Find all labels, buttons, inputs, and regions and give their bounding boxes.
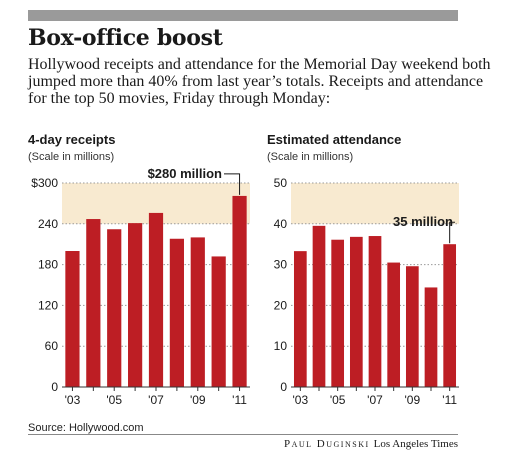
receipts-bar-2005 [107, 229, 122, 387]
attendance-chart-title: Estimated attendance [267, 132, 402, 147]
receipts-bar-2008 [169, 238, 184, 387]
attendance-bar-2008 [387, 262, 401, 387]
source-note: Source: Hollywood.com [28, 422, 144, 434]
credit-org: Los Angeles Times [373, 438, 458, 450]
attendance-chart-unit: (Scale in millions) [267, 151, 354, 163]
headline: Box-office boost [28, 25, 223, 51]
attendance-bar-2003 [293, 251, 307, 387]
receipts-x-tick-label: '05 [106, 393, 122, 407]
attendance-y-tick-label: 30 [274, 258, 288, 272]
attendance-bar-2011 [443, 244, 457, 387]
attendance-chart: 0 10 20 30 40 50 '03 '05 '07 '09 '11 35 million [274, 176, 459, 407]
receipts-x-tick-label: '09 [190, 393, 206, 407]
attendance-bar-2005 [331, 239, 345, 387]
attendance-x-tick-label: '11 [442, 393, 457, 407]
receipts-annotation-leader [224, 173, 241, 195]
intro-text: Hollywood receipts and attendance for th… [28, 56, 491, 107]
receipts-y-tick-label: $300 [31, 176, 58, 190]
attendance-bar-2007 [368, 236, 382, 387]
attendance-annotation-leader [449, 221, 455, 244]
receipts-chart-unit: (Scale in millions) [28, 151, 115, 163]
attendance-x-tick-label: '03 [293, 393, 309, 407]
receipts-x-tick-label: '07 [148, 393, 164, 407]
attendance-y-tick-label: 20 [274, 298, 288, 312]
receipts-bar-2007 [148, 212, 164, 387]
receipts-annotation-label: $280 million [148, 166, 222, 181]
receipts-bar-2009 [190, 237, 205, 387]
footer-rule [28, 434, 458, 435]
receipts-bar-2004 [86, 219, 101, 387]
receipts-bar-2006 [128, 223, 143, 387]
top-rule [28, 10, 458, 21]
receipts-y-tick-label: 180 [38, 258, 58, 272]
receipts-chart-title: 4-day receipts [28, 132, 116, 147]
receipts-x-tick-label: '03 [65, 393, 81, 407]
attendance-x-tick-label: '09 [405, 393, 421, 407]
attendance-y-tick-label: 50 [274, 176, 288, 190]
attendance-highlight-band [291, 183, 459, 224]
credit-line: Paul Duginski Los Angeles Times [284, 438, 458, 450]
receipts-bar-2010 [211, 256, 226, 387]
attendance-bar-2010 [424, 287, 438, 387]
receipts-chart: 0 60 120 180 240 $300 '03 '05 '07 '09 '11 $280 mill… [31, 166, 250, 407]
attendance-y-tick-label: 40 [274, 217, 288, 231]
receipts-y-tick-label: 60 [45, 339, 59, 353]
attendance-bar-2009 [405, 266, 419, 387]
attendance-x-tick-label: '07 [367, 393, 383, 407]
attendance-y-tick-label: 0 [280, 380, 287, 394]
attendance-bar-2004 [312, 225, 326, 387]
attendance-bar-2006 [349, 236, 363, 387]
receipts-x-tick-label: '11 [232, 393, 247, 407]
receipts-bar-2011 [232, 195, 247, 387]
receipts-y-tick-label: 0 [51, 380, 58, 394]
attendance-y-tick-label: 10 [274, 339, 288, 353]
receipts-bar-2003 [65, 251, 80, 387]
attendance-x-tick-label: '05 [330, 393, 346, 407]
credit-author: Paul Duginski [284, 438, 370, 450]
receipts-y-tick-label: 240 [38, 217, 58, 231]
attendance-annotation-label: 35 million [393, 214, 453, 229]
receipts-y-tick-label: 120 [38, 298, 58, 312]
